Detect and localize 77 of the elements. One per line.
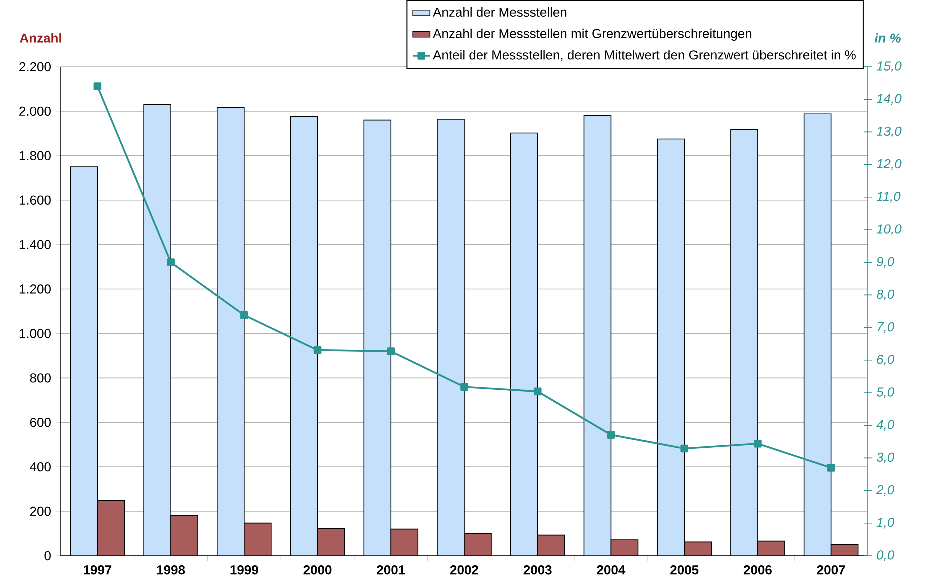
y2-tick-label: 2,0 [876,485,894,496]
legend-label: Anzahl der Messstellen mit Grenzwertüberschreitungen [433,28,752,41]
bar [684,542,712,556]
point [754,440,762,448]
y-tick-label: 1.400 [20,240,51,250]
bar [144,104,172,556]
y2-tick-label: 12,0 [876,159,902,170]
y-tick-label: 800 [30,374,51,383]
y2-tick-label: 1,0 [876,518,894,529]
y2-axis-title: in % [874,33,901,43]
bar [611,540,638,556]
bar [70,167,98,556]
bar [364,120,392,556]
y-tick-label: 200 [30,506,51,516]
bar [438,119,465,556]
point [607,431,616,439]
bar [804,114,832,556]
point [314,346,322,354]
y2-tick-label: 7,0 [878,322,894,334]
bar [244,523,272,556]
bar [464,534,492,556]
y2-tick-label: 9,0 [876,257,894,268]
point [94,82,102,90]
x-tick-label: 2000 [304,566,332,575]
y-tick-label: 1.600 [20,196,51,205]
x-tick-label: 2006 [744,566,772,575]
y-tick-label: 2.200 [20,62,51,72]
bar [538,535,565,556]
bar [658,139,685,556]
y2-tick-label: 3,0 [876,452,894,464]
y-tick-label: 1.200 [20,284,51,294]
x-tick-label: 2001 [377,566,406,575]
y2-tick-label: 6,0 [877,355,894,366]
bar [391,529,418,556]
bar [217,108,244,556]
bar [730,130,758,556]
y2-tick-label: 15,0 [876,62,902,72]
bar [584,116,612,556]
bar [290,116,318,556]
x-tick-label: 2007 [817,566,846,575]
point [680,444,688,453]
point [387,348,396,356]
point [167,258,175,266]
y2-tick-label: 5,0 [876,388,894,398]
x-tick-label: 2004 [597,566,626,575]
x-tick-label: 2003 [524,566,552,575]
bar [98,500,125,556]
y2-tick-label: 13,0 [876,126,902,138]
point [460,383,468,392]
bar [318,528,345,556]
x-tick-label: 2005 [670,566,699,575]
point [240,312,248,320]
legend-label: Anzahl der Messstellen [433,7,567,18]
y-tick-label: 1.800 [20,151,51,160]
point [534,388,542,396]
x-tick-label: 1997 [84,566,112,575]
bar [510,133,538,556]
x-tick-label: 2002 [450,566,478,575]
y2-tick-label: 11,0 [876,192,901,203]
legend-label: Anteil der Messstellen, deren Mittelwert den Grenzwert überschreitet in % [433,50,856,62]
bar [758,541,785,556]
bar [171,516,198,556]
y2-tick-label: 10,0 [876,224,902,236]
bar [830,544,859,556]
x-tick-label: 1998 [157,566,186,575]
y-tick-label: 2.000 [20,106,51,116]
y2-tick-label: 14,0 [876,94,902,105]
x-tick-label: 1999 [230,566,258,575]
y2-tick-label: 4,0 [876,420,894,431]
y-tick-label: 600 [30,418,51,428]
y-tick-label: 0 [44,551,51,561]
y2-tick-label: 8,0 [876,290,894,301]
y-tick-label: 1.000 [20,329,51,338]
y2-tick-label: 0,0 [877,550,894,562]
y-tick-label: 400 [30,462,51,472]
point [827,464,836,472]
y-axis-title: Anzahl [20,33,62,43]
